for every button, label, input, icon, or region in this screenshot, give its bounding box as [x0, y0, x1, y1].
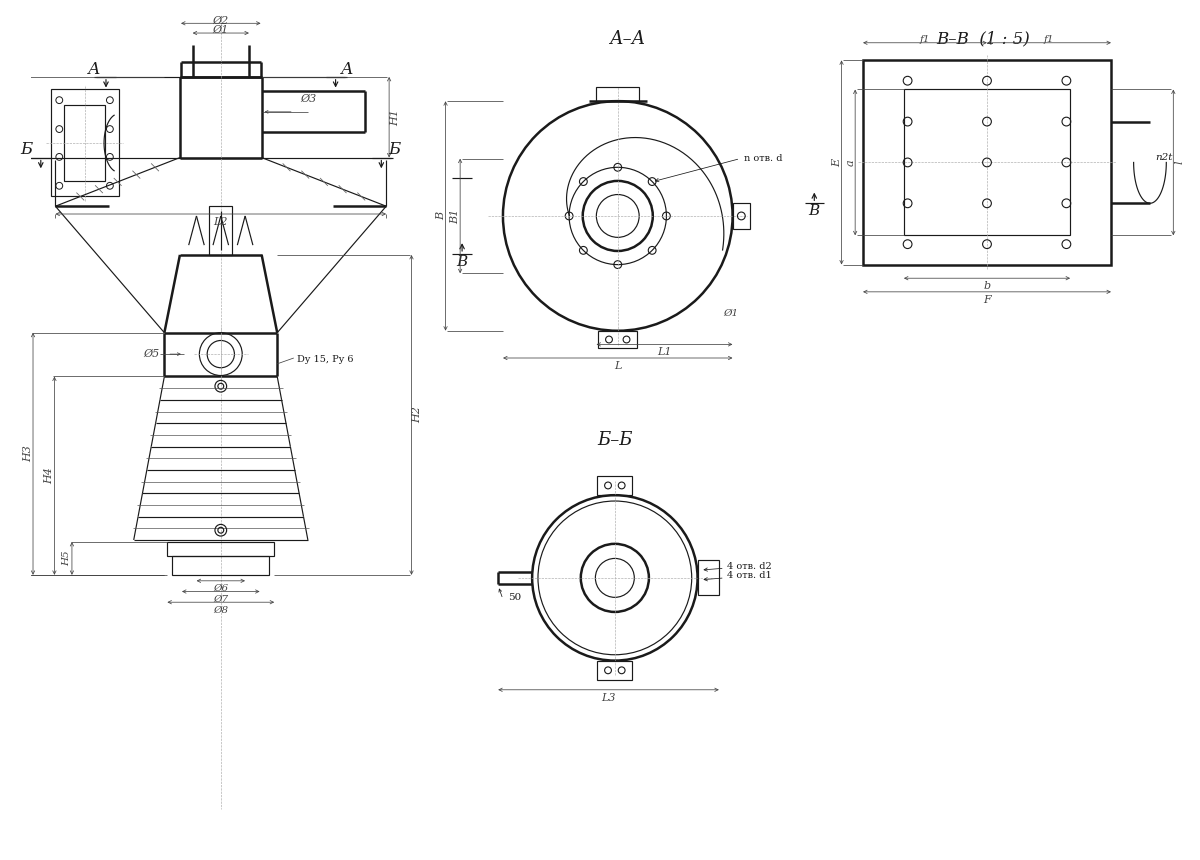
Text: Ø7: Ø7 [214, 595, 228, 604]
Text: a: a [845, 159, 856, 166]
Text: L3: L3 [601, 692, 616, 703]
Bar [732, 203, 750, 229]
Text: Ø2: Ø2 [212, 15, 229, 26]
Text: В: В [456, 255, 468, 268]
Text: 4 отв. d1: 4 отв. d1 [727, 571, 772, 581]
Text: 4 отв. d2: 4 отв. d2 [727, 562, 772, 571]
Bar [167, 542, 275, 556]
Text: А: А [341, 60, 354, 77]
Text: n2t: n2t [1154, 153, 1172, 162]
Text: E: E [832, 158, 841, 167]
Text: Ø3: Ø3 [300, 95, 317, 104]
Text: Б: Б [388, 141, 400, 158]
Text: Ø5: Ø5 [143, 349, 160, 359]
Bar [599, 331, 637, 348]
Text: 50: 50 [508, 593, 521, 602]
Bar [596, 87, 640, 101]
Text: Ø8: Ø8 [214, 605, 228, 615]
Text: H1: H1 [390, 108, 400, 126]
Text: Ø6: Ø6 [214, 584, 228, 593]
Text: F: F [983, 295, 991, 304]
Text: f1: f1 [919, 35, 930, 45]
Bar [209, 206, 233, 255]
Bar [598, 476, 632, 495]
Text: L1: L1 [658, 347, 672, 357]
Bar [598, 660, 632, 680]
Text: А: А [88, 60, 101, 77]
Text: H5: H5 [62, 550, 72, 566]
Text: L: L [614, 361, 622, 371]
Bar [50, 89, 119, 196]
Text: В: В [809, 204, 820, 218]
Bar [64, 105, 106, 181]
Bar [904, 89, 1070, 236]
Text: l: l [1174, 161, 1184, 164]
Text: Б: Б [20, 141, 32, 158]
Text: H3: H3 [23, 445, 34, 463]
Bar [172, 556, 270, 575]
Text: B: B [436, 212, 445, 220]
Text: Б–Б: Б–Б [598, 431, 632, 449]
Text: B1: B1 [450, 208, 461, 224]
Text: Ø1: Ø1 [722, 309, 738, 317]
Bar [697, 561, 719, 595]
Text: H: H [0, 321, 5, 331]
Text: H2: H2 [413, 407, 422, 423]
Text: L2: L2 [214, 217, 228, 227]
Bar [863, 60, 1111, 265]
Text: Dy 15, Py 6: Dy 15, Py 6 [296, 355, 353, 365]
Text: А–А: А–А [610, 30, 646, 48]
Text: H4: H4 [44, 467, 54, 484]
Text: Ø1: Ø1 [212, 25, 229, 35]
Text: b: b [984, 281, 990, 291]
Text: n отв. d: n отв. d [744, 154, 782, 163]
Text: В–В  (1 : 5): В–В (1 : 5) [936, 30, 1030, 47]
Text: f1: f1 [1044, 35, 1055, 45]
